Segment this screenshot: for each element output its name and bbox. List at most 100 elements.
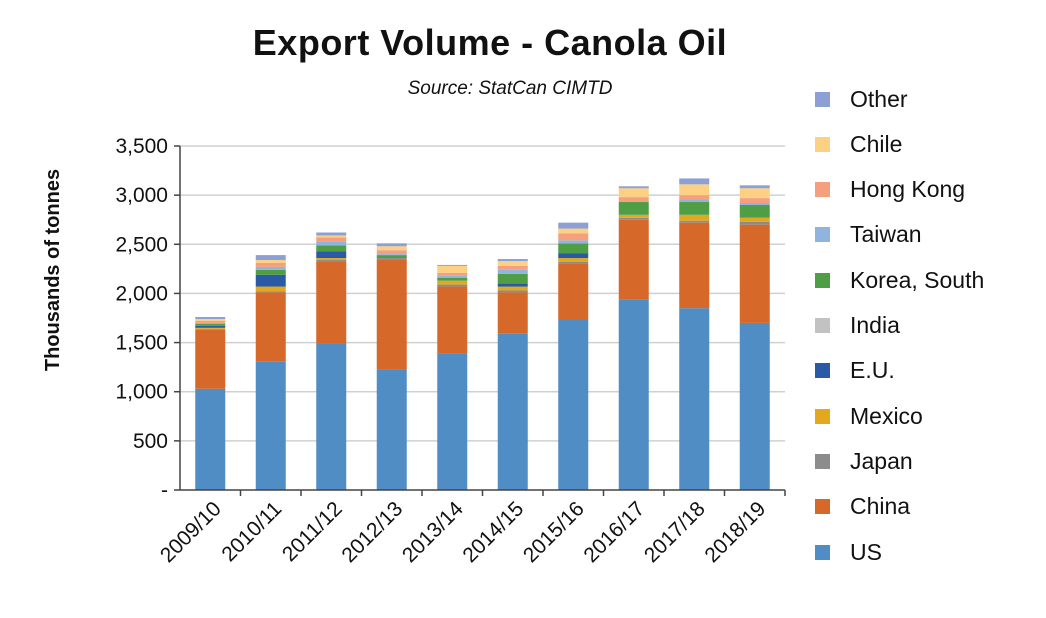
legend-item: China — [815, 492, 910, 522]
bar-segment-hong-kong — [679, 195, 710, 200]
bar-segment-us — [437, 353, 468, 490]
legend-item: Hong Kong — [815, 175, 965, 205]
y-tick-label: 2,500 — [115, 233, 168, 256]
legend-label: Korea, South — [850, 266, 985, 293]
bar-segment-taiwan — [437, 275, 468, 278]
bar-segment-china — [195, 329, 226, 389]
x-tick-label: 2017/18 — [640, 497, 710, 567]
chart-subtitle: Source: StatCan CIMTD — [407, 78, 613, 99]
legend-item: US — [815, 537, 882, 567]
bar-segment-china — [316, 261, 347, 344]
bar-segment-korea-south — [558, 243, 589, 254]
legend-item: Other — [815, 84, 908, 114]
bar-segment-korea-south — [316, 245, 347, 252]
bar-segment-taiwan — [679, 199, 710, 203]
legend-swatch — [815, 408, 830, 424]
bar-segment-hong-kong — [316, 237, 347, 242]
bar-segment-china — [376, 260, 407, 370]
bar-segment-hong-kong — [497, 265, 528, 270]
legend-swatch — [815, 453, 830, 469]
bar-segment-japan — [497, 290, 528, 293]
x-tick-label: 2012/13 — [337, 497, 407, 567]
bar-segment-hong-kong — [739, 198, 770, 204]
bar-segment-taiwan — [195, 322, 226, 324]
legend-label: Other — [850, 85, 908, 112]
x-tick-label: 2014/15 — [458, 497, 528, 567]
bar-segment-china — [739, 224, 770, 323]
bar-segment-chile — [497, 260, 528, 266]
bar-segment-korea-south — [739, 204, 770, 218]
legend-swatch — [815, 272, 830, 288]
bar-segment-us — [739, 322, 770, 490]
legend-swatch — [815, 227, 830, 243]
bar-segment-e-u- — [255, 274, 286, 287]
bar-segment-us — [618, 299, 649, 490]
legend-label: US — [850, 538, 882, 565]
bar-segment-chile — [739, 188, 770, 199]
bar-segment-korea-south — [195, 323, 226, 326]
bar-segment-other — [558, 222, 589, 229]
bar-segment-chile — [255, 260, 286, 263]
y-tick-label: 3,500 — [115, 135, 168, 158]
bar-segment-us — [497, 333, 528, 490]
bar-segment-other — [739, 185, 770, 189]
legend-item: Korea, South — [815, 265, 984, 295]
bar-segment-e-u- — [195, 325, 226, 328]
bar-segment-japan — [316, 260, 347, 262]
bar-segment-taiwan — [255, 266, 286, 270]
bar-segment-other — [255, 255, 286, 261]
legend-item: India — [815, 311, 900, 341]
x-tick-label: 2011/12 — [278, 497, 347, 566]
bar-segment-mexico — [558, 258, 589, 262]
y-tick-label: - — [161, 479, 168, 502]
bar-segment-other — [497, 259, 528, 261]
legend-item: Taiwan — [815, 220, 922, 250]
bar-segment-korea-south — [618, 202, 649, 215]
bar-segment-us — [558, 318, 589, 490]
legend-label: Taiwan — [850, 221, 922, 248]
bar-segment-chile — [376, 246, 407, 251]
y-tick-label: 2,000 — [115, 282, 168, 305]
bar-segment-e-u- — [558, 253, 589, 259]
bar-segment-taiwan — [316, 241, 347, 246]
bar-segment-japan — [195, 328, 226, 330]
bar-segment-us — [316, 343, 347, 490]
bar-segment-mexico — [739, 217, 770, 222]
bar-segment-china — [437, 286, 468, 354]
bar-segment-us — [679, 308, 710, 490]
bar-segment-e-u- — [497, 283, 528, 287]
legend-label: Hong Kong — [850, 176, 966, 203]
bar-segment-taiwan — [497, 269, 528, 274]
legend-label: India — [850, 312, 900, 338]
legend-swatch — [815, 136, 830, 152]
bar-segment-hong-kong — [376, 250, 407, 255]
x-tick-label: 2010/11 — [217, 497, 286, 566]
bar-segment-mexico — [195, 327, 226, 329]
bar-segment-china — [255, 292, 286, 362]
x-tick-label: 2009/10 — [156, 497, 226, 567]
bar-segment-japan — [679, 220, 710, 223]
bar-segment-us — [195, 388, 226, 490]
y-tick-label: 1,000 — [115, 381, 168, 404]
y-axis-label: Thousands of tonnes — [42, 169, 64, 371]
bar-segment-mexico — [316, 258, 347, 261]
bar-segment-other — [437, 264, 468, 266]
bar-segment-mexico — [679, 214, 710, 221]
x-tick-label: 2015/16 — [519, 497, 589, 567]
bar-segment-china — [618, 219, 649, 300]
bar-segment-korea-south — [497, 273, 528, 284]
bar-segment-us — [376, 369, 407, 490]
bar-segment-chile — [316, 235, 347, 238]
bar-segment-china — [497, 292, 528, 334]
bar-segment-us — [255, 361, 286, 490]
legend-label: Mexico — [850, 402, 923, 429]
legend-swatch — [815, 544, 830, 560]
bar-segment-other — [376, 243, 407, 247]
bar-segment-chile — [679, 184, 710, 196]
bar-segment-japan — [739, 221, 770, 225]
bar-segment-hong-kong — [195, 320, 226, 323]
legend-item: Mexico — [815, 401, 923, 431]
bar-segment-chile — [558, 228, 589, 234]
bars — [195, 178, 770, 490]
